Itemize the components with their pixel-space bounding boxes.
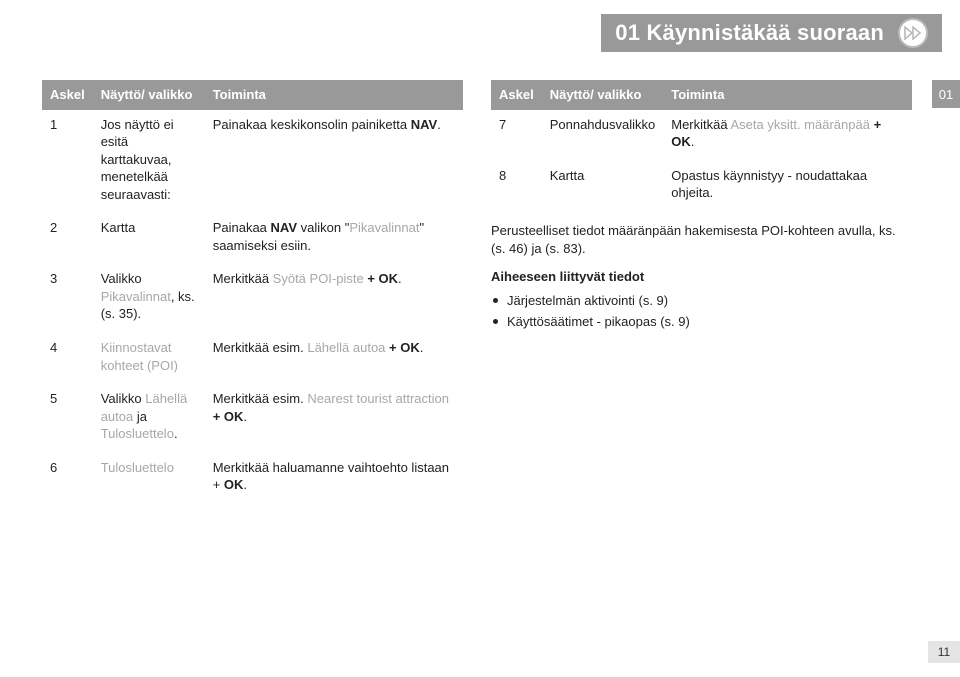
cell-screen: Valikko Lähellä autoa ja Tulosluettelo. [93, 384, 205, 453]
cell-step: 7 [491, 110, 542, 161]
left-column: Askel Näyttö/ valikko Toiminta 1Jos näyt… [42, 80, 463, 504]
table-row: 3Valikko Pikavalinnat, ks. (s. 35).Merki… [42, 264, 463, 333]
cell-step: 1 [42, 110, 93, 214]
th-screen: Näyttö/ valikko [93, 80, 205, 110]
table-row: 8KarttaOpastus käynnistyy - noudattakaa … [491, 161, 912, 212]
cell-screen: Jos näyttö ei esitä karttakuvaa, menetel… [93, 110, 205, 214]
right-column: Askel Näyttö/ valikko Toiminta 7Ponnahdu… [491, 80, 912, 504]
page-number: 11 [928, 641, 960, 663]
table-row: 5Valikko Lähellä autoa ja Tulosluettelo.… [42, 384, 463, 453]
cell-screen: Tulosluettelo [93, 453, 205, 504]
cell-action: Painakaa NAV valikon "Pikavalinnat" saam… [205, 213, 463, 264]
table-row: 2KarttaPainakaa NAV valikon "Pikavalinna… [42, 213, 463, 264]
steps-table-right: Askel Näyttö/ valikko Toiminta 7Ponnahdu… [491, 80, 912, 212]
list-item: Järjestelmän aktivointi (s. 9) [491, 292, 912, 310]
steps-table-left: Askel Näyttö/ valikko Toiminta 1Jos näyt… [42, 80, 463, 504]
page-title-bar: 01 Käynnistäkää suoraan [601, 14, 942, 52]
cell-screen: Ponnahdusvalikko [542, 110, 664, 161]
related-info-heading: Aiheeseen liittyvät tiedot [491, 268, 912, 286]
notes-block: Perusteelliset tiedot määränpään hakemis… [491, 222, 912, 332]
cell-step: 8 [491, 161, 542, 212]
table-row: 1Jos näyttö ei esitä karttakuvaa, menete… [42, 110, 463, 214]
cell-action: Painakaa keskikonsolin painiketta NAV. [205, 110, 463, 214]
table-row: 4Kiinnostavat kohteet (POI)Merkitkää esi… [42, 333, 463, 384]
cell-step: 5 [42, 384, 93, 453]
cell-action: Merkitkää Aseta yksitt. määränpää + OK. [663, 110, 912, 161]
cell-action: Merkitkää esim. Lähellä autoa + OK. [205, 333, 463, 384]
related-info-list: Järjestelmän aktivointi (s. 9) Käyttösäät… [491, 292, 912, 331]
cell-action: Merkitkää Syötä POI-piste + OK. [205, 264, 463, 333]
cell-action: Opastus käynnistyy - noudattakaa ohjeita… [663, 161, 912, 212]
list-item: Käyttösäätimet - pikaopas (s. 9) [491, 313, 912, 331]
cell-step: 2 [42, 213, 93, 264]
cell-screen: Valikko Pikavalinnat, ks. (s. 35). [93, 264, 205, 333]
cell-step: 4 [42, 333, 93, 384]
th-step: Askel [42, 80, 93, 110]
cell-action: Merkitkää esim. Nearest tourist attracti… [205, 384, 463, 453]
th-step: Askel [491, 80, 542, 110]
cell-screen: Kartta [93, 213, 205, 264]
section-tab: 01 [932, 80, 960, 108]
fast-forward-icon [898, 18, 928, 48]
th-action: Toiminta [663, 80, 912, 110]
th-screen: Näyttö/ valikko [542, 80, 664, 110]
table-row: 6TulosluetteloMerkitkää haluamanne vaiht… [42, 453, 463, 504]
table-row: 7PonnahdusvalikkoMerkitkää Aseta yksitt.… [491, 110, 912, 161]
th-action: Toiminta [205, 80, 463, 110]
content-area: Askel Näyttö/ valikko Toiminta 1Jos näyt… [42, 80, 912, 504]
cell-step: 3 [42, 264, 93, 333]
cell-action: Merkitkää haluamanne vaihtoehto listaan … [205, 453, 463, 504]
notes-paragraph: Perusteelliset tiedot määränpään hakemis… [491, 222, 912, 258]
cell-screen: Kartta [542, 161, 664, 212]
page-title: 01 Käynnistäkää suoraan [615, 20, 884, 46]
cell-step: 6 [42, 453, 93, 504]
cell-screen: Kiinnostavat kohteet (POI) [93, 333, 205, 384]
